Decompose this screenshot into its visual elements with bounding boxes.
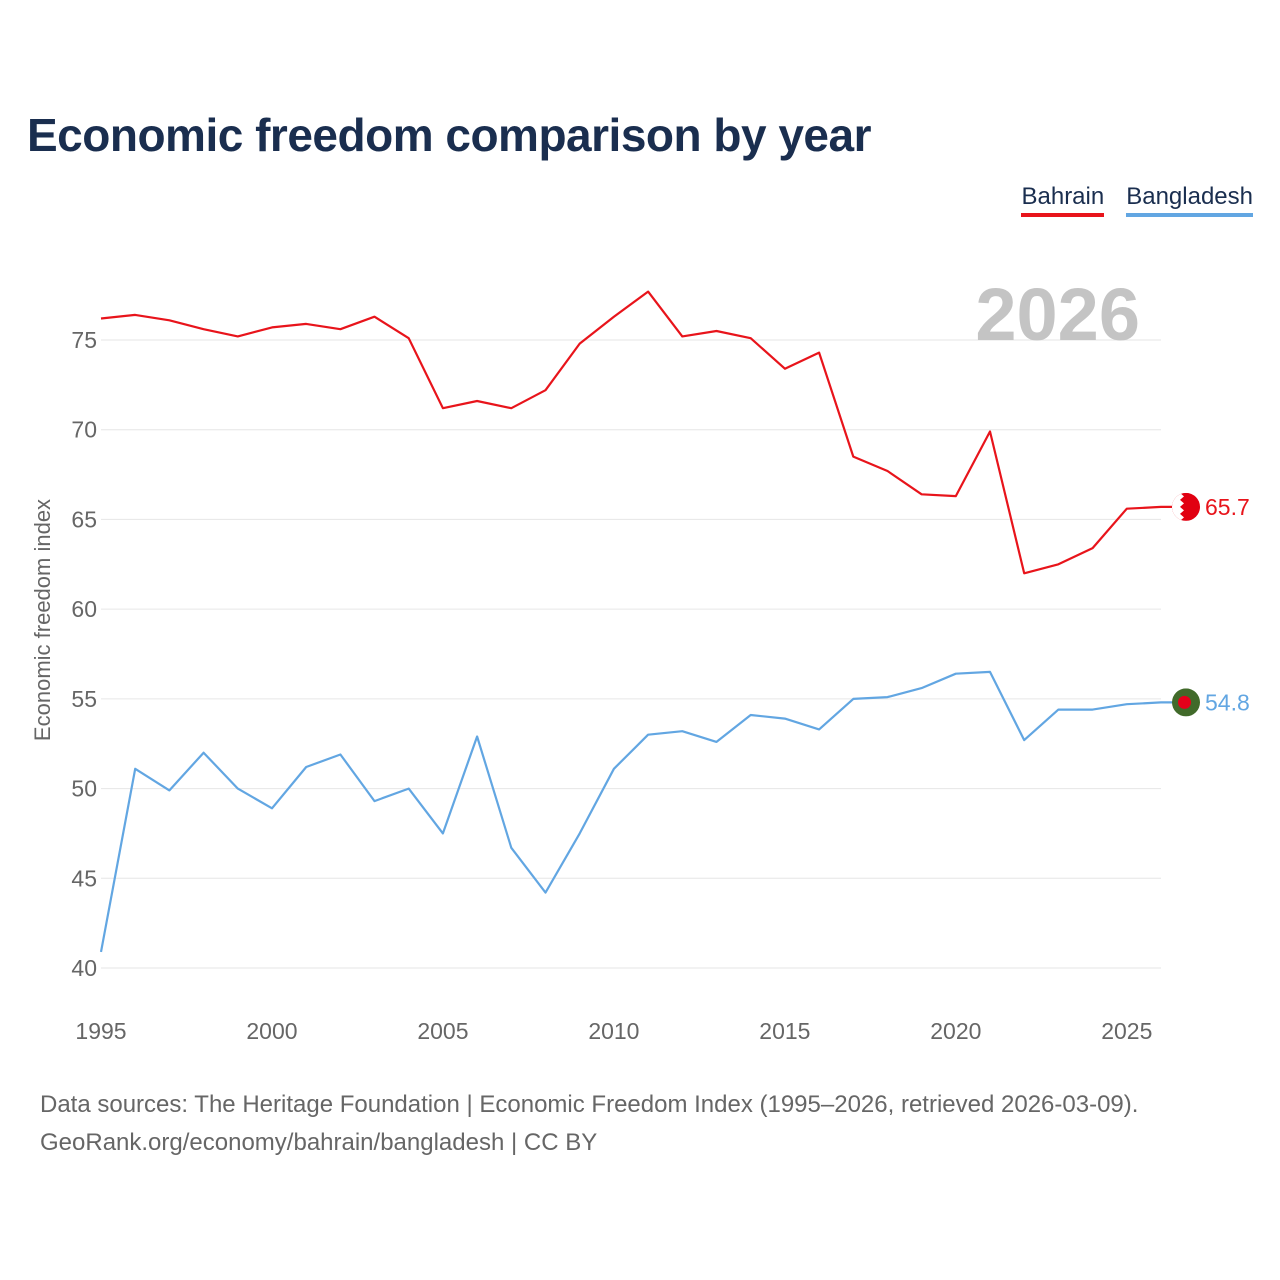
x-tick-labels: 1995 2000 2005 2010 2015 2020 2025 bbox=[75, 1018, 1152, 1044]
bahrain-flag-icon bbox=[1172, 492, 1200, 521]
series-line-bangladesh[interactable] bbox=[99, 670, 1186, 953]
data-sources: Data sources: The Heritage Foundation | … bbox=[40, 1091, 1139, 1118]
x-tick-label: 2015 bbox=[759, 1018, 810, 1044]
y-tick-label: 45 bbox=[71, 865, 97, 891]
y-tick-label: 65 bbox=[71, 506, 97, 532]
y-tick-label: 70 bbox=[71, 417, 97, 443]
end-markers bbox=[1172, 492, 1200, 717]
y-axis-label: Economic freedom index bbox=[30, 499, 55, 741]
y-tick-label: 50 bbox=[71, 776, 97, 802]
x-tick-label: 2010 bbox=[588, 1018, 639, 1044]
bangladesh-flag-icon bbox=[1172, 688, 1200, 717]
series-line-bahrain[interactable] bbox=[100, 290, 1186, 575]
x-tick-label: 1995 bbox=[75, 1018, 126, 1044]
x-tick-label: 2025 bbox=[1101, 1018, 1152, 1044]
x-tick-label: 2000 bbox=[246, 1018, 297, 1044]
credit-link[interactable]: GeoRank.org/economy/bahrain/bangladesh |… bbox=[40, 1129, 598, 1156]
series-lines bbox=[99, 290, 1186, 953]
y-tick-label: 75 bbox=[71, 327, 97, 353]
end-label-bahrain: 65.7 bbox=[1205, 494, 1250, 520]
grid-lines bbox=[101, 339, 1161, 969]
y-tick-label: 60 bbox=[71, 596, 97, 622]
x-tick-label: 2005 bbox=[417, 1018, 468, 1044]
footer: Data sources: The Heritage Foundation | … bbox=[40, 1086, 1138, 1162]
y-tick-label: 40 bbox=[71, 955, 97, 981]
y-tick-labels: 40 45 50 55 60 65 70 75 bbox=[71, 327, 97, 981]
legend: Bahrain Bangladesh bbox=[1021, 183, 1253, 217]
x-tick-label: 2020 bbox=[930, 1018, 981, 1044]
y-tick-label: 55 bbox=[71, 686, 97, 712]
line-chart: 40 45 50 55 60 65 70 75 1995 2000 2005 2010 2015 202… bbox=[30, 273, 1250, 1044]
chart-title: Economic freedom comparison by year bbox=[27, 109, 872, 161]
year-watermark: 2026 bbox=[975, 273, 1140, 356]
legend-item-bangladesh[interactable]: Bangladesh bbox=[1126, 183, 1253, 217]
end-label-bangladesh: 54.8 bbox=[1205, 689, 1250, 715]
legend-item-bahrain[interactable]: Bahrain bbox=[1021, 183, 1105, 217]
